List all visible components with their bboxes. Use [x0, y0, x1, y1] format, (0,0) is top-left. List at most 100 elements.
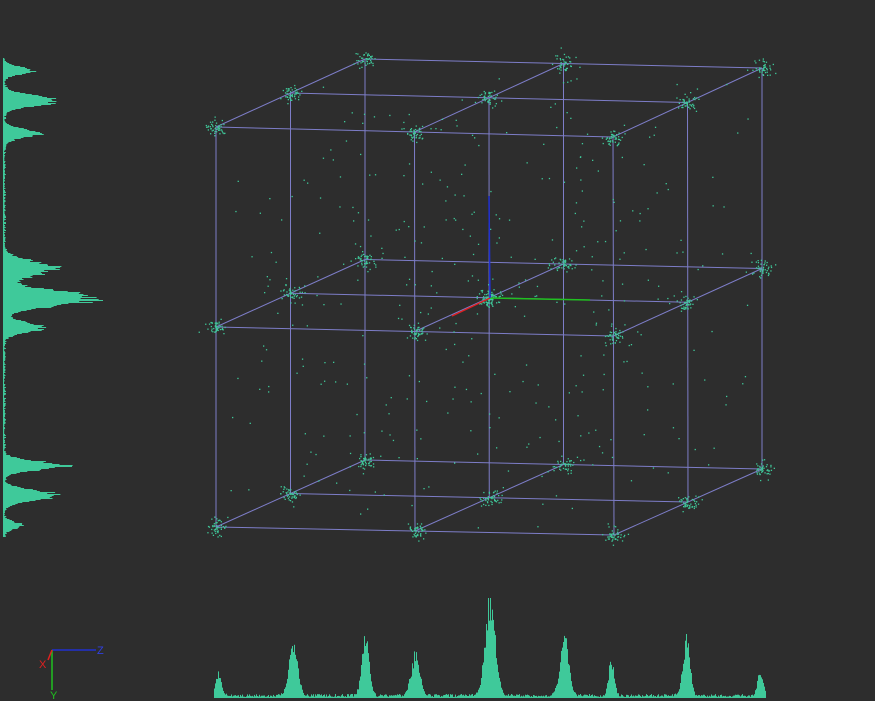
histogram-bar [3, 87, 8, 88]
point [224, 326, 226, 329]
point [380, 455, 382, 457]
point [213, 327, 215, 330]
point [711, 330, 713, 333]
point [563, 268, 565, 270]
histogram-bar [742, 694, 743, 698]
point [365, 64, 367, 66]
point [410, 135, 413, 137]
histogram-bar [3, 403, 6, 404]
histogram-bar [3, 465, 73, 466]
point [567, 465, 569, 467]
histogram-bar [3, 92, 20, 93]
point [479, 94, 481, 97]
histogram-bar [3, 126, 14, 127]
point [364, 456, 366, 458]
point [413, 529, 416, 532]
point [760, 267, 762, 269]
point [653, 134, 655, 136]
point [696, 88, 699, 90]
histogram-bar [3, 88, 8, 89]
histogram-bar [520, 696, 521, 698]
point [406, 337, 409, 339]
point [621, 136, 623, 139]
histogram-bar [275, 696, 276, 698]
point [417, 534, 419, 537]
point [563, 463, 566, 465]
point [667, 472, 669, 474]
histogram-bar [448, 694, 449, 698]
point [416, 330, 418, 332]
histogram-bar [3, 442, 6, 443]
point [298, 99, 300, 101]
histogram-bar [283, 693, 284, 698]
point [484, 100, 486, 102]
histogram-bar [3, 306, 54, 307]
histogram-bar [3, 406, 5, 407]
point [364, 460, 366, 462]
point [621, 156, 623, 159]
histogram-bar [497, 664, 498, 698]
point [302, 365, 304, 367]
point [212, 129, 214, 131]
point [362, 266, 364, 268]
histogram-bar [519, 694, 520, 698]
histogram-bar [413, 668, 414, 698]
histogram-bar [259, 694, 260, 698]
point [485, 301, 487, 303]
point [292, 293, 294, 295]
point [488, 300, 490, 302]
histogram-bar [3, 466, 72, 467]
point [623, 300, 626, 302]
point [409, 134, 411, 136]
histogram-bar [437, 695, 438, 698]
point [766, 69, 768, 71]
point [595, 322, 598, 324]
histogram-bar [565, 638, 566, 698]
histogram-bar [3, 84, 5, 85]
point [364, 265, 366, 267]
point [359, 56, 361, 58]
point [339, 176, 342, 178]
point [304, 292, 306, 294]
point [298, 286, 300, 289]
point [484, 92, 487, 94]
point [570, 463, 572, 465]
point [404, 256, 406, 258]
point [422, 137, 424, 139]
point [570, 117, 572, 119]
histogram-bar [3, 463, 53, 464]
point [358, 60, 360, 62]
point [306, 463, 308, 465]
histogram-bar [3, 342, 6, 343]
histogram-bar [452, 694, 453, 698]
histogram-bar [219, 678, 220, 698]
point [612, 532, 615, 534]
histogram-bar [3, 192, 6, 193]
point [511, 293, 513, 295]
point [762, 60, 764, 62]
point [307, 182, 309, 184]
point [286, 92, 288, 95]
point [290, 493, 292, 496]
histogram-bar [580, 694, 581, 698]
point [361, 66, 363, 68]
histogram-bar [239, 696, 240, 698]
histogram-bar [759, 674, 760, 698]
histogram-bar [345, 696, 346, 698]
histogram-bar [621, 694, 622, 698]
point [758, 69, 761, 72]
histogram-bar [3, 475, 10, 476]
point [610, 131, 612, 133]
histogram-bar [3, 415, 5, 416]
point [319, 197, 322, 199]
point [414, 132, 416, 134]
orientation-gizmo[interactable]: Z X Y [39, 645, 104, 701]
point [480, 505, 483, 507]
point [612, 198, 614, 201]
point [416, 458, 418, 460]
point [292, 296, 294, 298]
point [609, 331, 611, 333]
point [672, 427, 675, 429]
point [757, 260, 759, 262]
